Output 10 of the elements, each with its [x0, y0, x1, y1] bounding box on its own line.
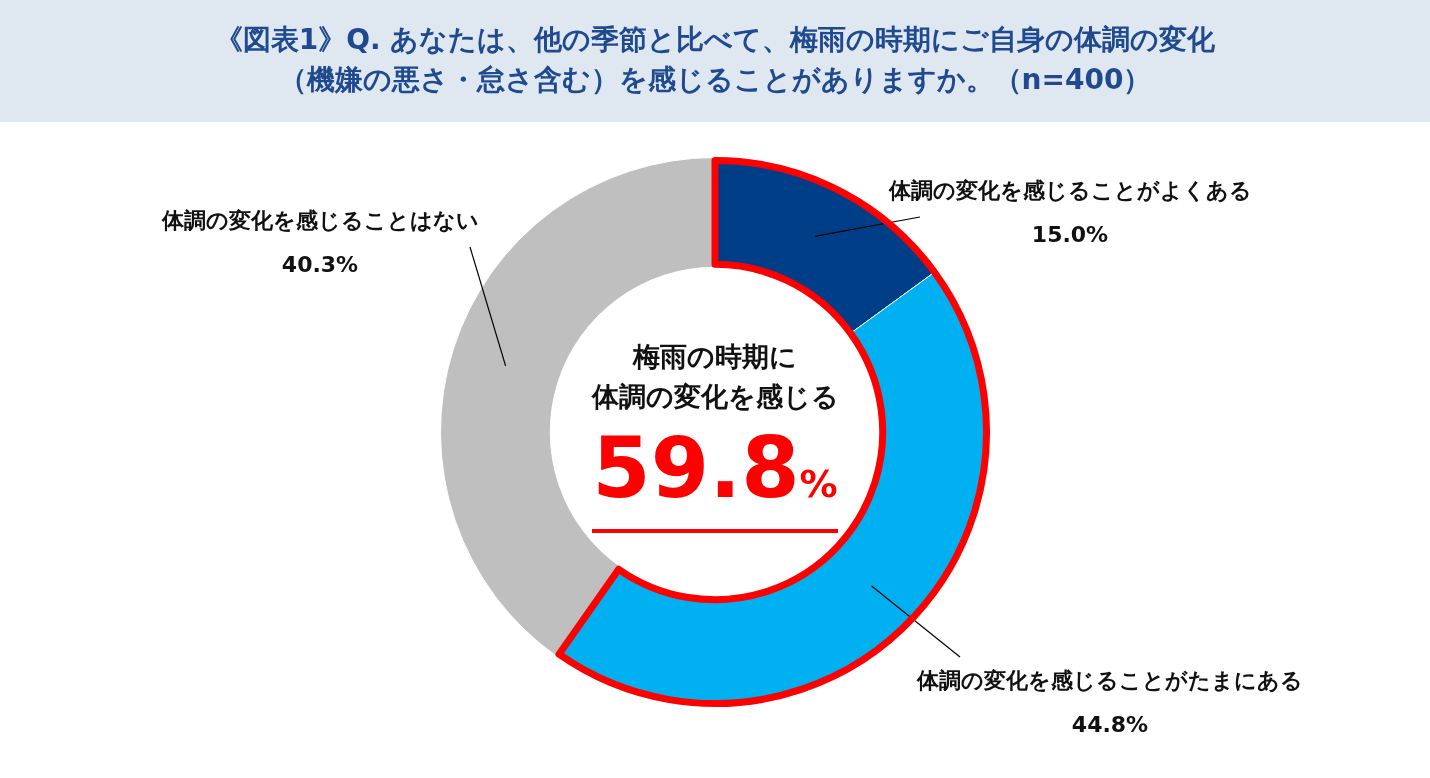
slice-label: 体調の変化を感じることがよくある: [887, 177, 1252, 203]
text: 梅雨の時期に: [631, 340, 798, 374]
data-label: 15.0%: [1031, 221, 1109, 247]
chart-title: 《図表1》Q. あなたは、他の季節と比べて、梅雨の時期にご自身の体調の変化（機嫌の悪さ・怠さ含む）を感じることがありますか。（n=400）: [213, 22, 1217, 98]
slice-label: 体調の変化を感じることはない: [160, 207, 479, 233]
data-label: 44.8%: [1071, 711, 1149, 737]
text: 体調の変化を感じる: [590, 380, 840, 414]
slice-label: 体調の変化を感じることがたまにある: [916, 667, 1303, 693]
text: 59.8%: [592, 419, 838, 519]
data-label: 40.3%: [281, 251, 359, 277]
